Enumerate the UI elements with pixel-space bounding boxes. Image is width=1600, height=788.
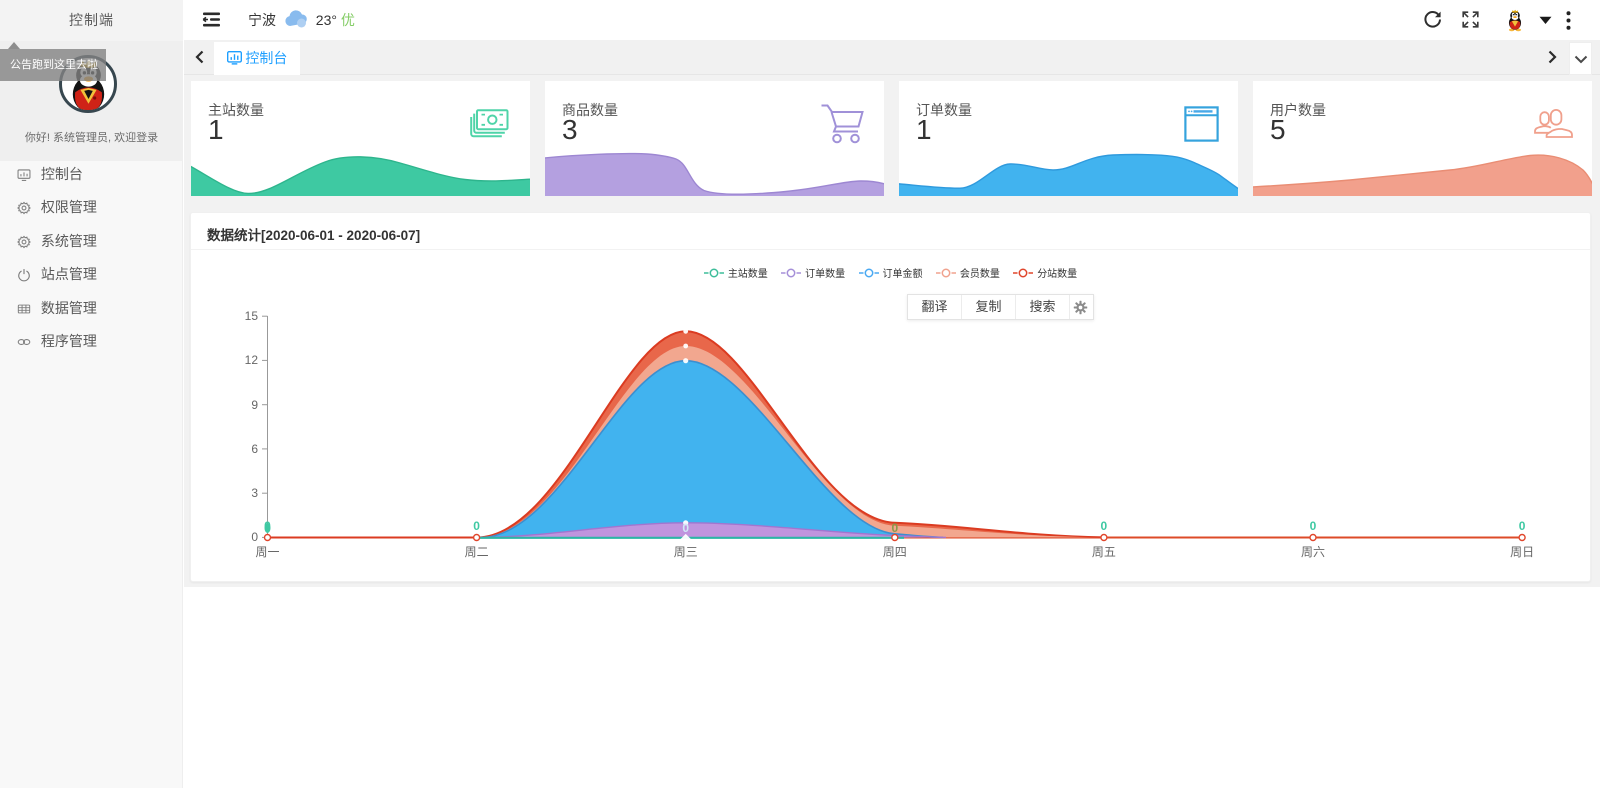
svg-text:0: 0 [264,519,271,533]
svg-text:3: 3 [251,486,258,500]
svg-text:12: 12 [245,353,259,367]
svg-text:15: 15 [245,309,259,323]
svg-text:周五: 周五 [1092,545,1116,559]
svg-text:周一: 周一 [255,545,279,559]
svg-text:周六: 周六 [1301,545,1325,559]
svg-text:0: 0 [891,521,898,535]
svg-text:0: 0 [1519,519,1526,533]
svg-text:0: 0 [251,530,258,544]
svg-text:周四: 周四 [883,545,907,559]
svg-text:0: 0 [473,519,480,533]
svg-text:周三: 周三 [674,545,698,559]
svg-text:6: 6 [251,442,258,456]
svg-text:0: 0 [1101,519,1108,533]
svg-text:周二: 周二 [465,545,489,559]
svg-text:周日: 周日 [1510,545,1534,559]
svg-text:0: 0 [682,521,689,535]
svg-text:9: 9 [251,398,258,412]
svg-text:0: 0 [1310,519,1317,533]
